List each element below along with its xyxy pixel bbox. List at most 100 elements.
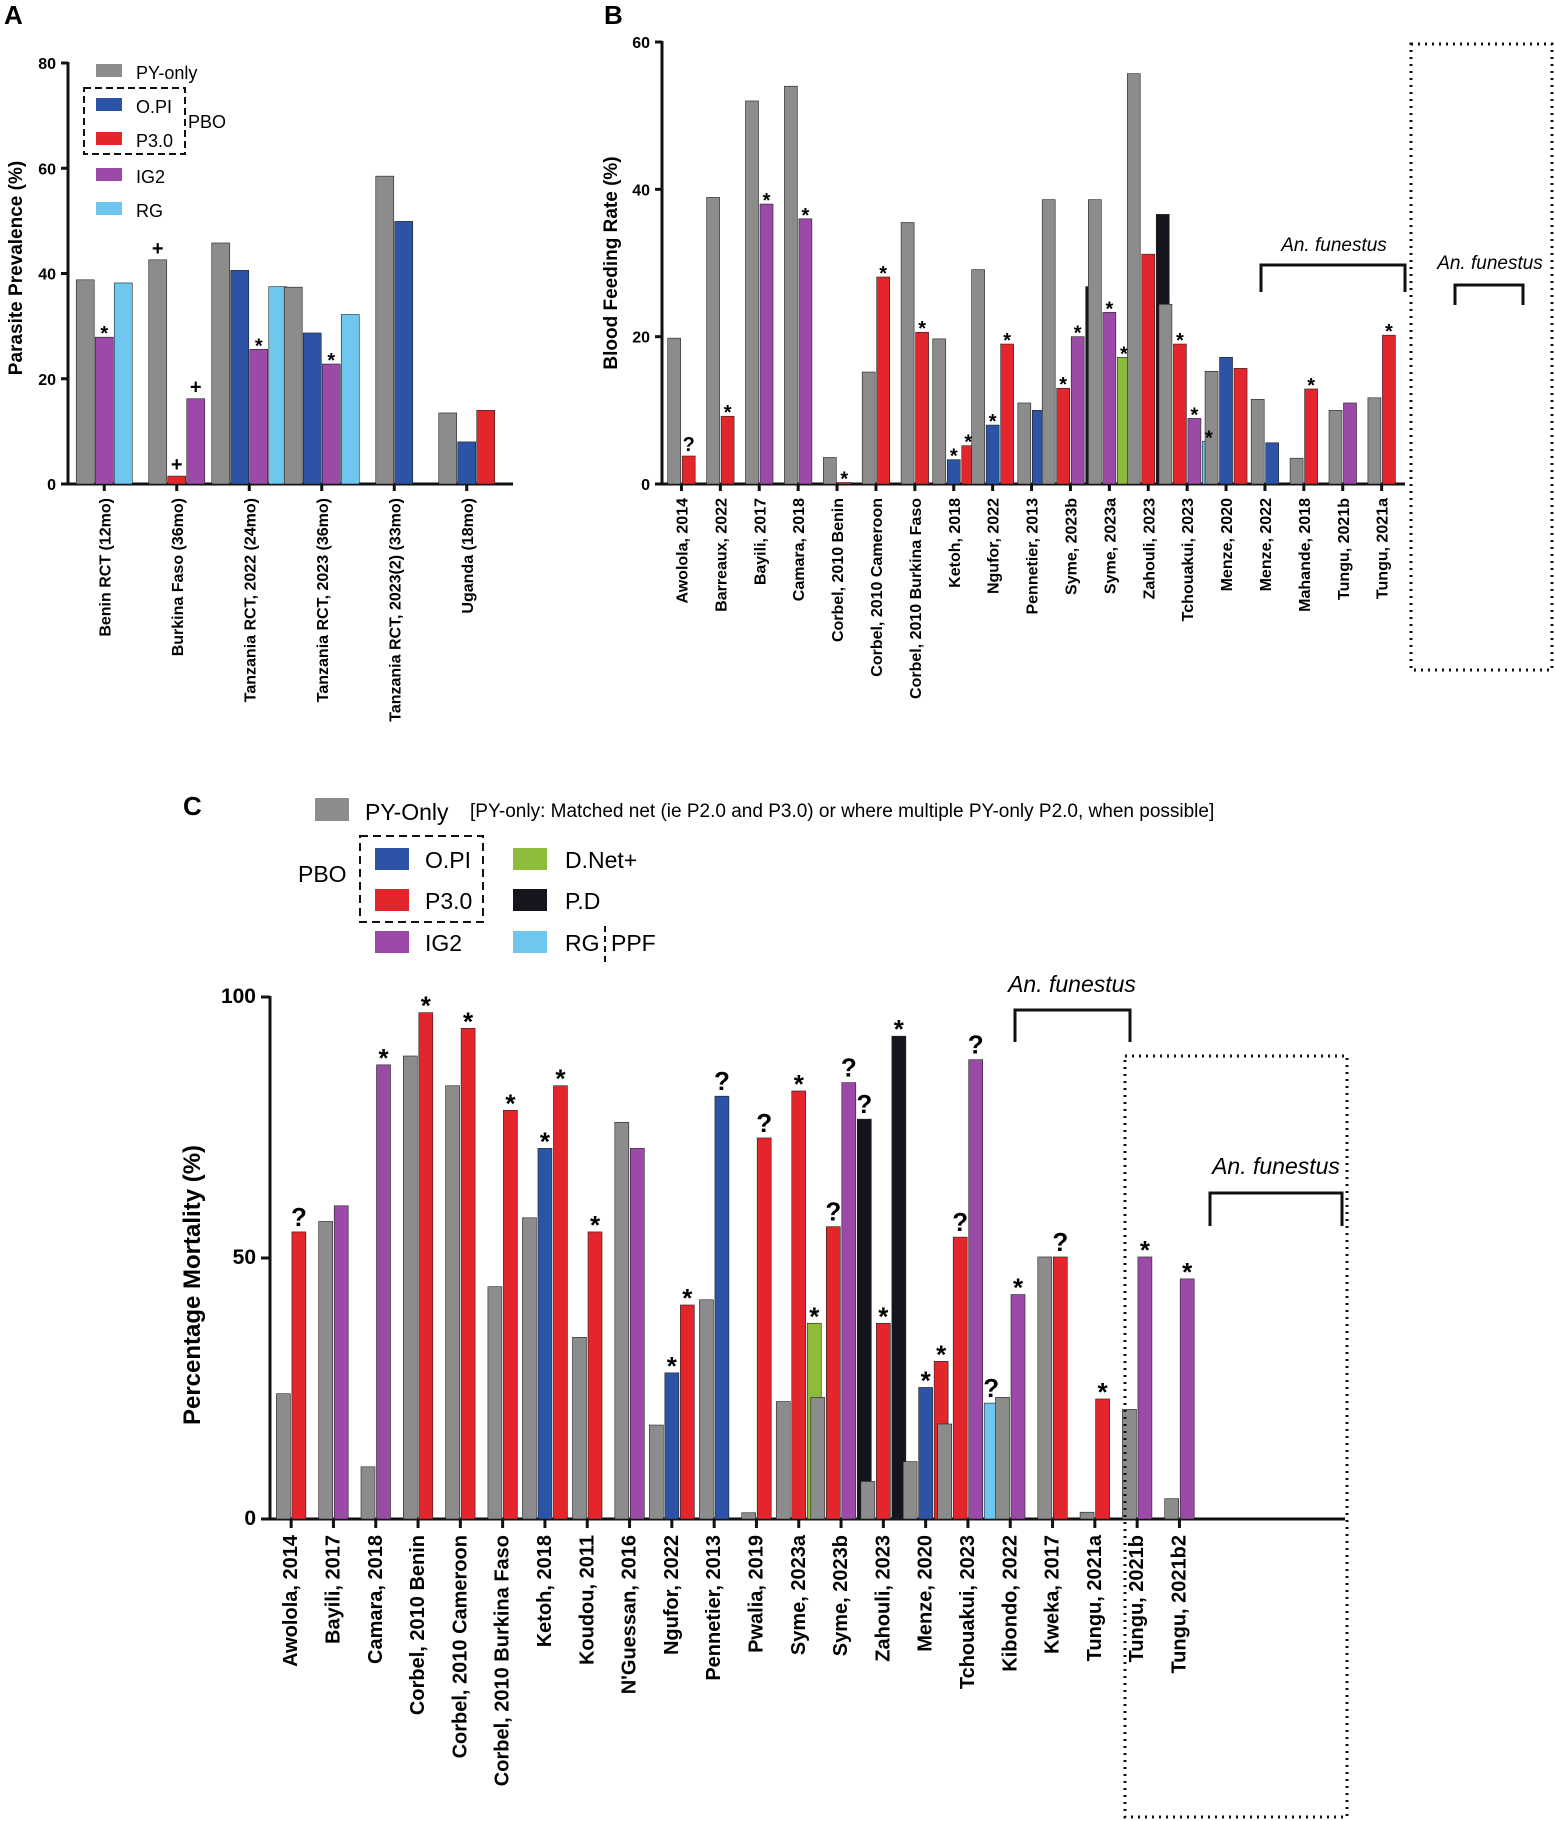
- panel-a-letter: A: [4, 0, 23, 30]
- panel-b-mark-corbel-2010-cameroon-p3-0: *: [879, 263, 887, 285]
- panel-a-bar-benin-rct-12mo-py-only: [75, 279, 95, 485]
- panel-b-bar-awolola-2014-py-only: [667, 337, 682, 485]
- legend-c-note: [PY-only: Matched net (ie P2.0 and P3.0)…: [470, 801, 1214, 822]
- legend-a-p30: P3.0: [136, 131, 173, 151]
- panel-b-funestus-bracket-1: [1259, 263, 1407, 292]
- panel-c-bar-corbel-2010-benin-py-only: [402, 1055, 418, 1520]
- panel-a-category-tanzania-rct-2022-24mo: Tanzania RCT, 2022 (24mo): [242, 498, 259, 702]
- panel-b-category-labels: Awolola, 2014 Barreaux, 2022 Bayili, 2017 C…: [674, 484, 1392, 699]
- panel-a-bar-tanzania-rct-2023-2-33mo-py-only: [375, 175, 395, 485]
- panel-c-category-awolola-2014: Awolola, 2014: [280, 1534, 302, 1667]
- panel-b-bar-corbel-2010-burkina-faso-p3-0: [915, 331, 929, 485]
- panel-c-bar-bayili-2017-py-only: [318, 1221, 334, 1520]
- panel-c-mark-corbel-2010-benin-p3-0: *: [421, 991, 432, 1021]
- panel-b-mark-ngufor-2022-p3-0: *: [1003, 330, 1011, 352]
- legend-c-pbo-label: PBO: [298, 861, 347, 887]
- panel-a-mark-tanzania-rct-2022-24mo-ig2: *: [255, 335, 263, 357]
- panel-c-bar-pwalia-2019-p3-0: [756, 1137, 772, 1520]
- panel-c-significance-marks: ?*********??**???****???*?***: [291, 991, 1193, 1407]
- panel-b-funestus-bracket-2: [1453, 283, 1525, 305]
- panel-c-mark-camara-2018-ig2: *: [378, 1043, 389, 1073]
- panel-c-bars: [276, 1012, 1195, 1520]
- panel-c-mark-awolola-2014-p3-0: ?: [291, 1202, 307, 1232]
- panel-c-mark-pennetier-2013-o-pi: ?: [714, 1066, 730, 1096]
- panel-a-bar-burkina-faso-36mo-p3-0: [167, 475, 187, 485]
- panel-c-category-corbel-2010-benin: Corbel, 2010 Benin: [407, 1535, 429, 1715]
- panel-b-bar-tchouakui-2023-ig2: [1187, 418, 1202, 485]
- panel-b-bar-barreaux-2022-py-only: [706, 197, 720, 485]
- panel-b-bar-camara-2018-ig2: [798, 218, 813, 485]
- panel-c-y-tick-label: 0: [244, 1507, 256, 1530]
- panel-b-bar-syme-2023b-p3-0: [1056, 387, 1070, 485]
- panel-c-bar-bayili-2017-ig2: [333, 1205, 349, 1520]
- panel-b-mark-syme-2023a-d-net: *: [1120, 343, 1128, 365]
- panel-c-bar-camara-2018-ig2: [376, 1064, 391, 1520]
- panel-a-mark-burkina-faso-36mo-p3-0: +: [171, 454, 183, 476]
- panel-a-mark-burkina-faso-36mo-ig2: +: [190, 377, 202, 399]
- legend-a-opi: O.PI: [136, 97, 172, 117]
- panel-b-category-corbel-2010-cameroon: Corbel, 2010 Cameroon: [869, 498, 886, 677]
- panel-b-y-tick-label: 20: [632, 330, 650, 347]
- legend-a-swatch-opi: [96, 98, 122, 111]
- legend-c-swatch-opi: [375, 848, 409, 870]
- panel-b-mark-tchouakui-2023-rg: *: [1205, 427, 1213, 449]
- panel-c-bar-menze-2020-o-pi: [918, 1387, 933, 1520]
- panel-b-category-corbel-2010-benin: Corbel, 2010 Benin: [830, 498, 847, 642]
- legend-a-rg: RG: [136, 201, 163, 221]
- panel-c-mark-tchouakui-2023-p3-0: ?: [952, 1207, 968, 1237]
- panel-b-bar-tchouakui-2023-p3-0: [1173, 343, 1187, 485]
- panel-b-bar-bayili-2017-py-only: [745, 100, 759, 485]
- panel-c-bar-pennetier-2013-py-only: [699, 1299, 714, 1520]
- panel-c-legend: PY-Only [PY-only: Matched net (ie P2.0 a…: [298, 798, 1214, 962]
- panel-c-mark-zahouli-2023-p3-0: *: [878, 1301, 889, 1331]
- panel-c-category-tungu-2021b: Tungu, 2021b: [1126, 1535, 1148, 1662]
- panel-b-bar-menze-2020-p3-0: [1233, 368, 1248, 485]
- legend-c-swatch-pd: [513, 889, 547, 911]
- panel-a: A Parasite Prevalence (%) 0 20 40 60 80 * + + +…: [4, 0, 513, 722]
- panel-b-mark-corbel-2010-benin-p3-0: *: [840, 469, 848, 491]
- panel-c-category-koudou-2011: Koudou, 2011: [576, 1535, 598, 1665]
- panel-a-bar-tanzania-rct-2023-36mo-py-only: [283, 286, 303, 485]
- panel-c: C Percentage Mortality (%) PY-Only [PY-o…: [179, 791, 1349, 1819]
- panel-b-bar-ngufor-2022-p3-0: [1000, 343, 1014, 485]
- panel-c-mark-ngufor-2022-p3-0: *: [682, 1283, 693, 1313]
- panel-c-bar-tungu-2021a-p3-0: [1095, 1398, 1110, 1520]
- panel-a-bar-burkina-faso-36mo-py-only: [148, 259, 168, 485]
- panel-b-category-syme-2023a: Syme, 2023a: [1102, 498, 1119, 594]
- panel-b-bar-zahouli-2023-p3-0: [1141, 253, 1156, 485]
- panel-c-bar-tungu-2021b-ig2: [1137, 1256, 1153, 1520]
- panel-b-bar-mahande-2018-py-only: [1289, 457, 1304, 485]
- panel-c-mark-menze-2020-p3-0: *: [936, 1339, 947, 1369]
- panel-a-category-labels: Benin RCT (12mo) Burkina Faso (36mo) Tanza…: [97, 484, 477, 722]
- panel-b-letter: B: [604, 0, 623, 30]
- panel-c-bar-corbel-2010-benin-p3-0: [418, 1012, 434, 1520]
- panel-b-bar-tungu-2021a-p3-0: [1382, 334, 1396, 485]
- panel-a-bar-benin-rct-12mo-rg: [113, 282, 133, 485]
- panel-a-category-burkina-faso-36mo: Burkina Faso (36mo): [170, 498, 187, 656]
- panel-c-bar-corbel-2010-cameroon-p3-0: [460, 1028, 476, 1520]
- panel-c-category-syme-2023a: Syme, 2023a: [788, 1534, 810, 1655]
- panel-a-y-tick-label: 80: [38, 56, 56, 73]
- panel-a-bar-burkina-faso-36mo-ig2: [186, 398, 206, 485]
- panel-c-category-pwalia-2019: Pwalia, 2019: [745, 1535, 767, 1653]
- panel-b-category-pennetier-2013: Pennetier, 2013: [1025, 498, 1042, 615]
- panel-b-mark-syme-2023a-ig2: *: [1105, 298, 1113, 320]
- panel-b-significance-marks: ? * * * * * * * * * * * * * * * * * * *: [683, 190, 1393, 490]
- panel-a-bar-tanzania-rct-2022-24mo-ig2: [249, 348, 269, 485]
- panel-b-annotations: An. funestus An. funestus: [1259, 42, 1554, 672]
- panel-b-bar-menze-2022-py-only: [1250, 398, 1265, 485]
- panel-b-category-awolola-2014: Awolola, 2014: [674, 498, 691, 604]
- panel-c-bar-corbel-2010-burkina-faso-p3-0: [503, 1109, 518, 1520]
- panel-b-bar-menze-2020-o-pi: [1219, 356, 1233, 485]
- panel-c-bar-n-guessan-2016-ig2: [629, 1148, 645, 1520]
- panel-b-y-tick-label: 60: [632, 35, 650, 52]
- panel-b-funestus-label-2: An. funestus: [1436, 253, 1543, 274]
- panel-a-mark-benin-rct-12mo-ig2: *: [100, 323, 108, 345]
- panel-c-mark-syme-2023a-p3-0: *: [794, 1069, 805, 1099]
- panel-c-bar-n-guessan-2016-py-only: [614, 1121, 630, 1520]
- panel-a-y-axis: 0 20 40 60 80: [38, 56, 513, 494]
- panel-c-category-ngufor-2022: Ngufor, 2022: [661, 1535, 683, 1655]
- panel-b-mark-awolola-2014-p3-0: ?: [683, 434, 695, 456]
- panel-b-mark-ketoh-2018-o-pi: *: [950, 446, 958, 468]
- panel-a-category-benin-rct-12mo: Benin RCT (12mo): [97, 498, 114, 637]
